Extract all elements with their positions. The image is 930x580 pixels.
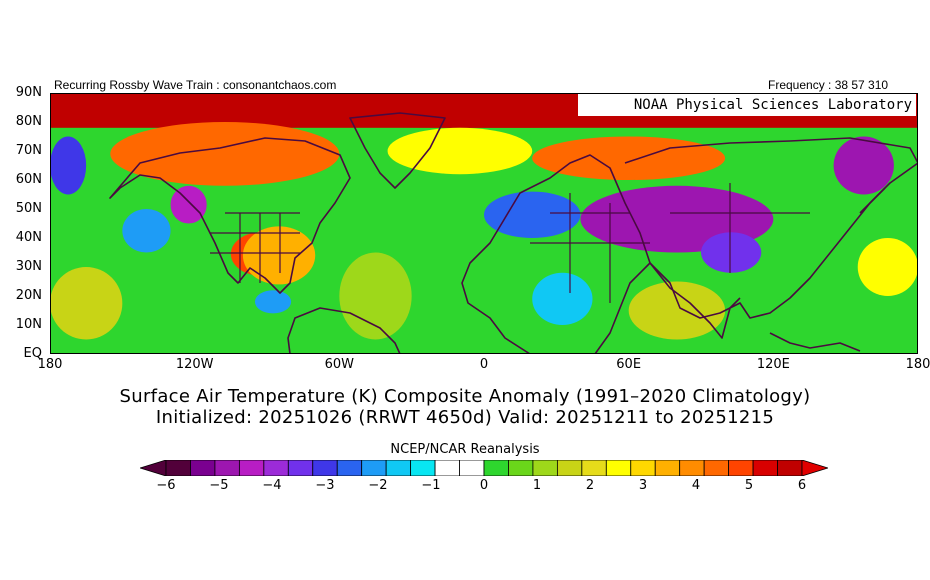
colorbar-over-triangle <box>801 460 828 476</box>
lat-label: 20N <box>15 288 42 303</box>
colorbar-label: NCEP/NCAR Reanalysis <box>390 442 540 457</box>
anomaly-region-12 <box>122 209 171 253</box>
colorbar-tick-label: −2 <box>368 478 388 493</box>
anomaly-region-5 <box>532 136 726 180</box>
colorbar-tick-label: −4 <box>262 478 282 493</box>
credit-box: NOAA Physical Sciences Laboratory <box>578 94 916 116</box>
border-grid-usa <box>210 212 300 283</box>
anomaly-region-10 <box>484 191 581 238</box>
colorbar-cell <box>287 460 314 476</box>
lat-label: 10N <box>15 317 42 332</box>
colorbar-cell <box>336 460 363 476</box>
anomaly-region-7 <box>701 232 762 273</box>
colorbar <box>140 460 828 476</box>
lon-label: 60W <box>324 357 355 372</box>
colorbar-cell <box>703 460 730 476</box>
lat-label: 70N <box>15 143 42 158</box>
colorbar-tick-label: −6 <box>156 478 176 493</box>
colorbar-tick-label: 4 <box>691 478 701 493</box>
colorbar-tick-label: −3 <box>315 478 335 493</box>
lat-label: 40N <box>15 230 42 245</box>
anomaly-region-1 <box>110 122 340 186</box>
colorbar-cell <box>556 460 583 476</box>
colorbar-tick-label: 1 <box>532 478 542 493</box>
coast-greenland <box>349 112 446 189</box>
lat-label: 60N <box>15 172 42 187</box>
colorbar-cell <box>238 460 265 476</box>
map-title: Surface Air Temperature (K) Composite An… <box>119 386 811 407</box>
colorbar-cell <box>679 460 705 476</box>
lon-label: 180 <box>37 357 63 372</box>
colorbar-cell <box>752 460 778 476</box>
map-frame <box>50 93 918 354</box>
colorbar-cell <box>581 460 607 476</box>
colorbar-cell <box>410 460 436 476</box>
colorbar-tick-label: −1 <box>421 478 441 493</box>
coast-japan <box>859 187 886 214</box>
colorbar-tick-label: 2 <box>585 478 595 493</box>
coast-south-america <box>287 307 401 354</box>
anomaly-map <box>50 93 918 354</box>
colorbar-cell <box>263 460 289 476</box>
lat-label: 80N <box>15 114 42 129</box>
lon-label: 180 <box>905 357 930 372</box>
colorbar-cell <box>190 460 216 476</box>
colorbar-cell <box>483 460 509 476</box>
frequency-label: Frequency : 38 57 310 <box>768 78 889 92</box>
lon-label: 0 <box>479 357 489 372</box>
coast-maritime-se-asia <box>769 332 861 352</box>
anomaly-region-3 <box>242 226 316 285</box>
colorbar-cell <box>361 460 387 476</box>
colorbar-cell <box>459 460 485 476</box>
coast-asia <box>624 137 918 319</box>
colorbar-cell <box>165 460 191 476</box>
anomaly-region-11 <box>170 185 207 224</box>
anomaly-region-14 <box>532 272 593 325</box>
lon-label: 60E <box>616 357 642 372</box>
colorbar-tick-label: 3 <box>638 478 648 493</box>
anomaly-region-15 <box>339 252 412 340</box>
source-label: Recurring Rossby Wave Train : consonantc… <box>54 78 337 92</box>
lat-label: 90N <box>15 85 42 100</box>
lat-label: 30N <box>15 259 42 274</box>
colorbar-cell <box>214 460 240 476</box>
lat-label: EQ <box>23 346 42 361</box>
colorbar-cell <box>728 460 754 476</box>
coast-north-america <box>109 137 351 294</box>
colorbar-cell <box>605 460 632 476</box>
anomaly-region-17 <box>857 238 918 296</box>
colorbar-cell <box>532 460 558 476</box>
map-subtitle: Initialized: 20251026 (RRWT 4650d) Valid… <box>155 407 775 428</box>
anomaly-region-16 <box>50 267 123 340</box>
colorbar-cell <box>654 460 681 476</box>
lon-label: 120W <box>175 357 214 372</box>
anomaly-region-13 <box>254 290 292 314</box>
anomaly-region-8 <box>833 136 894 195</box>
lat-label: 50N <box>15 201 42 216</box>
colorbar-cell <box>777 460 803 476</box>
coastlines <box>109 112 918 354</box>
colorbar-under-triangle <box>140 460 167 476</box>
colorbar-tick-label: −5 <box>209 478 229 493</box>
anomaly-region-9 <box>50 136 87 195</box>
colorbar-cell <box>385 460 412 476</box>
anomaly-region-4 <box>387 127 533 175</box>
coast-arabia-india <box>649 262 741 339</box>
colorbar-cell <box>508 460 534 476</box>
colorbar-cell <box>434 460 460 476</box>
border-grid-asia <box>530 183 810 303</box>
colorbar-tick-label: 5 <box>744 478 754 493</box>
colorbar-tick-label: 0 <box>479 478 489 493</box>
colorbar-cell <box>312 460 338 476</box>
colorbar-tick-label: 6 <box>797 478 807 493</box>
colorbar-cell <box>630 460 656 476</box>
lon-label: 120E <box>756 357 790 372</box>
anomaly-region-18 <box>628 281 726 340</box>
